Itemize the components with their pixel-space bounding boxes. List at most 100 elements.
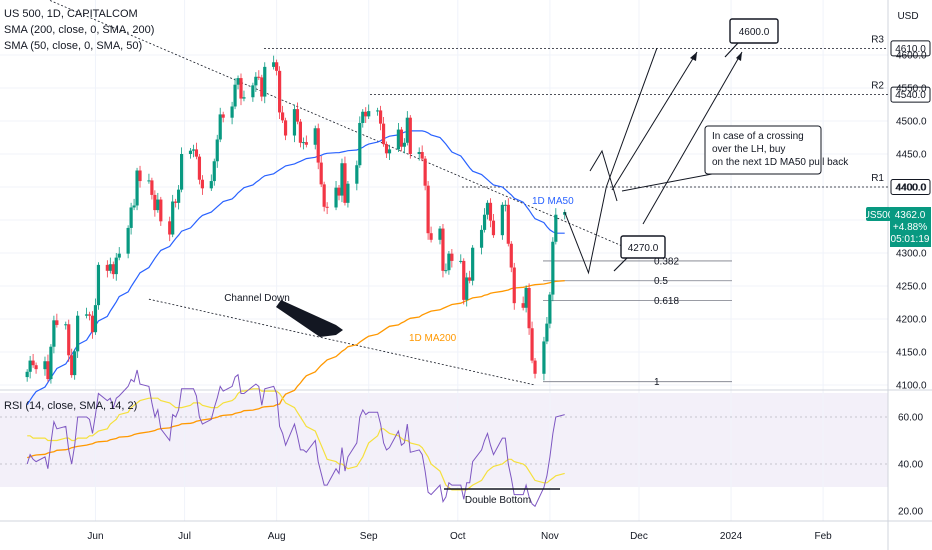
candle[interactable] — [84, 307, 89, 319]
candle[interactable] — [361, 109, 365, 128]
candle[interactable] — [364, 107, 368, 123]
candle[interactable] — [402, 138, 406, 154]
candle[interactable] — [316, 123, 320, 170]
candle[interactable] — [459, 254, 463, 264]
callout-4270[interactable]: 4270.0 — [613, 235, 666, 272]
candle[interactable] — [236, 75, 240, 90]
candle[interactable] — [159, 196, 163, 226]
candle[interactable] — [485, 200, 490, 220]
alt-projection-path[interactable] — [589, 149, 618, 202]
candle[interactable] — [319, 155, 323, 187]
candle[interactable] — [500, 202, 504, 240]
candle[interactable] — [275, 59, 279, 76]
candle[interactable] — [420, 145, 424, 162]
candle[interactable] — [156, 192, 160, 213]
candle[interactable] — [31, 353, 35, 368]
candle[interactable] — [450, 249, 454, 268]
candle[interactable] — [221, 111, 225, 123]
candle[interactable] — [52, 315, 56, 354]
candle[interactable] — [180, 147, 184, 193]
candle[interactable] — [509, 241, 513, 273]
callout-4600[interactable]: 4600.0 — [724, 18, 779, 58]
candle[interactable] — [171, 194, 175, 238]
candle[interactable] — [67, 319, 71, 362]
candle[interactable] — [209, 174, 213, 191]
candle[interactable] — [46, 354, 50, 382]
candle[interactable] — [292, 104, 297, 143]
candle[interactable] — [278, 66, 282, 120]
candle[interactable] — [108, 257, 112, 274]
candle[interactable] — [426, 181, 430, 240]
candle[interactable] — [87, 311, 92, 321]
candle[interactable] — [506, 198, 510, 247]
candle[interactable] — [533, 357, 537, 379]
candle[interactable] — [126, 225, 130, 259]
candle[interactable] — [138, 165, 142, 188]
candle[interactable] — [25, 369, 29, 382]
channel-lower-line[interactable] — [148, 298, 536, 386]
candle[interactable] — [521, 296, 525, 311]
candle[interactable] — [462, 258, 466, 305]
candle[interactable] — [28, 355, 32, 379]
rsi-ma-line[interactable] — [27, 388, 565, 491]
candle[interactable] — [429, 226, 433, 243]
candle[interactable] — [417, 147, 421, 161]
candle[interactable] — [468, 270, 472, 284]
candle[interactable] — [367, 104, 371, 120]
candle[interactable] — [212, 158, 216, 186]
candle[interactable] — [376, 107, 380, 116]
candle[interactable] — [399, 126, 403, 152]
candle[interactable] — [438, 225, 442, 245]
candle[interactable] — [55, 313, 59, 328]
candle[interactable] — [527, 283, 531, 335]
candle[interactable] — [346, 181, 350, 208]
rsi-line[interactable] — [26, 369, 565, 508]
candle[interactable] — [254, 72, 258, 92]
candle[interactable] — [64, 321, 68, 330]
candle[interactable] — [200, 175, 204, 195]
candle[interactable] — [482, 208, 487, 233]
candle[interactable] — [93, 298, 98, 335]
candle[interactable] — [325, 202, 329, 215]
candle[interactable] — [96, 262, 101, 310]
candle[interactable] — [444, 263, 448, 274]
candle[interactable] — [491, 214, 496, 238]
candle[interactable] — [49, 344, 53, 384]
rsi-axis[interactable]: 60.00 40.00 20.00 — [898, 413, 923, 518]
arrow-up-1[interactable] — [611, 51, 698, 191]
candle[interactable] — [542, 336, 546, 381]
candle[interactable] — [343, 156, 347, 206]
candle[interactable] — [111, 261, 115, 279]
candle[interactable] — [548, 291, 552, 329]
candle[interactable] — [194, 142, 199, 160]
candle[interactable] — [387, 144, 392, 160]
candle[interactable] — [188, 148, 193, 159]
candle[interactable] — [239, 73, 243, 106]
candle[interactable] — [554, 208, 558, 245]
candle[interactable] — [230, 101, 234, 125]
candle[interactable] — [441, 223, 445, 278]
candle[interactable] — [530, 321, 534, 364]
candle[interactable] — [304, 135, 308, 148]
candle[interactable] — [280, 105, 285, 123]
candle[interactable] — [135, 167, 139, 211]
time-axis[interactable]: Jun Jul Aug Sep Oct Nov Dec 2024 Feb — [87, 531, 832, 542]
candle[interactable] — [114, 253, 118, 281]
candle[interactable] — [153, 190, 157, 217]
candle[interactable] — [524, 285, 528, 313]
candle[interactable] — [381, 117, 386, 147]
candle[interactable] — [34, 362, 38, 374]
candle[interactable] — [191, 144, 196, 158]
candle[interactable] — [129, 202, 133, 235]
candle[interactable] — [283, 117, 288, 141]
candle[interactable] — [313, 125, 317, 150]
candle[interactable] — [512, 262, 516, 310]
candle[interactable] — [132, 198, 136, 211]
candle[interactable] — [479, 225, 484, 255]
candle[interactable] — [301, 137, 305, 150]
ma50-line[interactable] — [26, 130, 565, 406]
candle[interactable] — [242, 90, 246, 102]
candle[interactable] — [218, 107, 222, 143]
candle[interactable] — [465, 272, 469, 307]
